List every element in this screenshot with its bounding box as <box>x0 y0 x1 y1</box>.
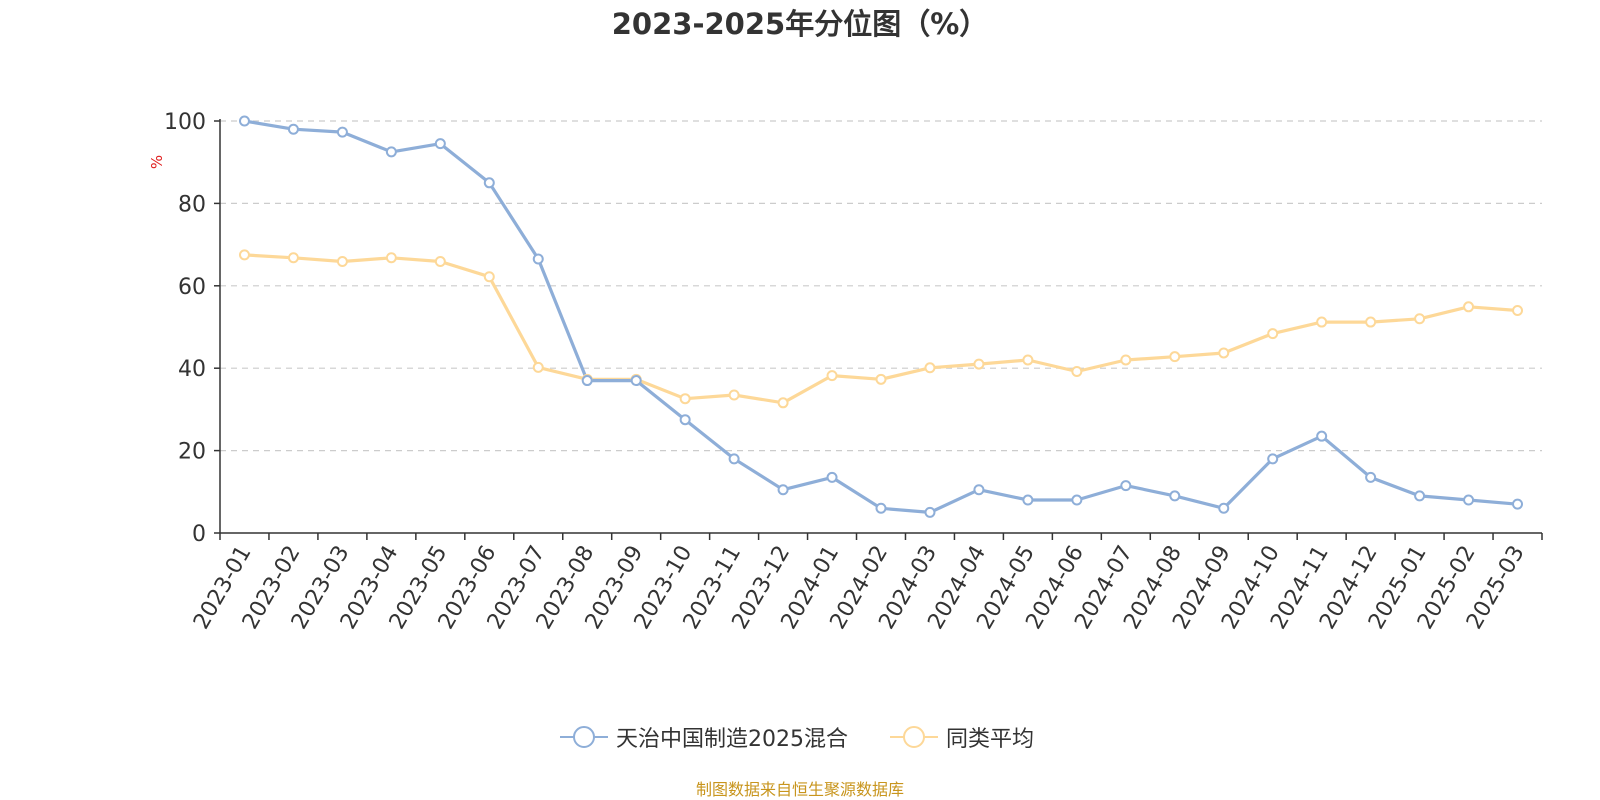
data-point-series-0-5 <box>483 177 495 189</box>
data-point-series-0-6 <box>532 253 544 265</box>
data-point-series-0-9 <box>679 414 691 426</box>
y-tick-label-1: 20 <box>178 440 206 465</box>
data-point-series-0-10 <box>728 453 740 465</box>
legend-label-series-0: 天治中国制造2025混合 <box>616 727 848 752</box>
data-point-series-0-25 <box>1463 494 1475 506</box>
axes: 020406080100%2023-012023-022023-032023-0… <box>148 110 1543 634</box>
y-tick-label-5: 100 <box>164 110 206 135</box>
data-point-series-1-21 <box>1267 328 1279 340</box>
legend-label-series-1: 同类平均 <box>946 727 1035 752</box>
data-point-series-0-7 <box>581 375 593 387</box>
data-point-series-0-19 <box>1169 490 1181 502</box>
data-point-series-0-14 <box>924 506 936 518</box>
data-point-series-0-0 <box>238 115 250 127</box>
data-point-series-0-15 <box>973 484 985 496</box>
data-point-series-1-14 <box>924 362 936 374</box>
data-point-series-1-4 <box>434 255 446 267</box>
data-point-series-0-11 <box>777 484 789 496</box>
data-point-series-1-20 <box>1218 347 1230 359</box>
data-point-series-1-10 <box>728 389 740 401</box>
data-point-series-0-8 <box>630 375 642 387</box>
data-point-series-1-19 <box>1169 351 1181 363</box>
source-note: 制图数据来自恒生聚源数据库 <box>695 780 904 799</box>
legend-swatch-series-1 <box>890 726 938 748</box>
data-point-series-1-3 <box>385 252 397 264</box>
data-point-series-1-15 <box>973 358 985 370</box>
data-point-series-1-24 <box>1414 313 1426 325</box>
data-point-series-0-17 <box>1071 494 1083 506</box>
data-point-series-1-12 <box>826 370 838 382</box>
data-point-series-0-3 <box>385 146 397 158</box>
data-point-series-0-23 <box>1365 471 1377 483</box>
data-point-series-1-2 <box>336 255 348 267</box>
data-point-series-1-18 <box>1120 354 1132 366</box>
series <box>238 115 1524 518</box>
data-point-series-0-13 <box>875 502 887 514</box>
data-point-series-0-12 <box>826 471 838 483</box>
data-point-series-1-23 <box>1365 316 1377 328</box>
data-point-series-0-16 <box>1022 494 1034 506</box>
y-tick-label-4: 80 <box>178 192 206 217</box>
data-point-series-0-21 <box>1267 453 1279 465</box>
data-point-series-1-6 <box>532 361 544 373</box>
data-point-series-1-11 <box>777 397 789 409</box>
legend-item-series-0[interactable]: 天治中国制造2025混合 <box>560 722 848 752</box>
data-point-series-1-17 <box>1071 365 1083 377</box>
series-line-0 <box>242 119 1520 515</box>
data-point-series-1-0 <box>238 249 250 261</box>
legend-swatch-series-0 <box>560 726 608 748</box>
data-point-series-1-26 <box>1512 305 1524 317</box>
grid-lines <box>220 120 1542 452</box>
chart-title: 2023-2025年分位图（%） <box>611 7 989 41</box>
data-point-series-1-1 <box>287 252 299 264</box>
data-point-series-0-4 <box>434 138 446 150</box>
y-tick-label-0: 0 <box>192 522 206 547</box>
data-point-series-0-24 <box>1414 490 1426 502</box>
data-point-series-1-9 <box>679 393 691 405</box>
y-axis-label: % <box>148 155 166 169</box>
data-point-series-1-13 <box>875 373 887 385</box>
data-point-series-0-18 <box>1120 480 1132 492</box>
data-point-series-1-22 <box>1316 316 1328 328</box>
data-point-series-0-2 <box>336 126 348 138</box>
data-point-series-1-16 <box>1022 354 1034 366</box>
data-point-series-1-25 <box>1463 301 1475 313</box>
legend-item-series-1[interactable]: 同类平均 <box>890 722 1034 752</box>
data-point-series-0-22 <box>1316 430 1328 442</box>
data-point-series-1-5 <box>483 271 495 283</box>
y-tick-label-2: 40 <box>178 357 206 382</box>
data-point-series-0-26 <box>1512 498 1524 510</box>
y-tick-label-3: 60 <box>178 275 206 300</box>
data-point-series-0-20 <box>1218 502 1230 514</box>
data-point-series-0-1 <box>287 123 299 135</box>
